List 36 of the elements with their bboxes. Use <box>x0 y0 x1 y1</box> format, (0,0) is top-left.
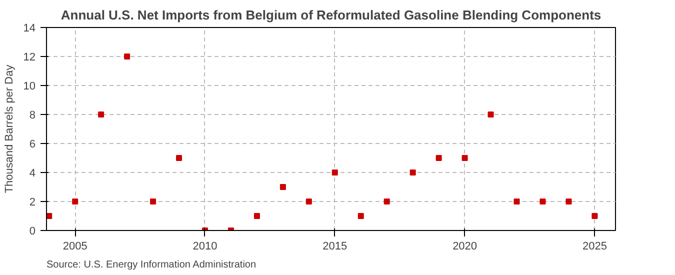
point <box>592 213 598 219</box>
y-tick-label: 2 <box>29 196 36 208</box>
point <box>306 198 312 204</box>
point <box>124 54 130 60</box>
point <box>98 112 104 118</box>
point <box>540 198 546 204</box>
y-tick-label: 12 <box>23 52 36 64</box>
point <box>384 198 390 204</box>
y-tick-label: 6 <box>29 138 36 150</box>
chart-title: Annual U.S. Net Imports from Belgium of Reformulated Gasoline Blending Components <box>60 8 602 22</box>
point <box>176 155 182 161</box>
x-tick-label: 2015 <box>322 240 348 252</box>
point <box>72 198 78 204</box>
x-tick-label: 2005 <box>62 240 88 252</box>
source-note: Source: U.S. Energy Information Administration <box>46 260 256 270</box>
point <box>280 184 286 190</box>
x-tick-label: 2010 <box>192 240 218 252</box>
y-tick-label: 0 <box>29 226 36 238</box>
point <box>436 155 442 161</box>
y-axis-title: Thousand Barrels per Day <box>3 64 16 194</box>
point <box>332 170 338 176</box>
y-tick-label: 10 <box>23 80 36 92</box>
point <box>254 213 260 219</box>
y-tick-label: 4 <box>29 168 36 180</box>
point <box>566 198 572 204</box>
point <box>46 213 52 219</box>
point <box>514 198 520 204</box>
y-tick-label: 14 <box>23 22 36 34</box>
x-tick-label: 2025 <box>582 240 607 252</box>
point <box>410 170 416 176</box>
point <box>150 198 156 204</box>
point <box>358 213 364 219</box>
point <box>488 112 494 118</box>
y-tick-label: 8 <box>29 110 36 122</box>
point <box>462 155 468 161</box>
x-tick-label: 2020 <box>452 240 478 252</box>
